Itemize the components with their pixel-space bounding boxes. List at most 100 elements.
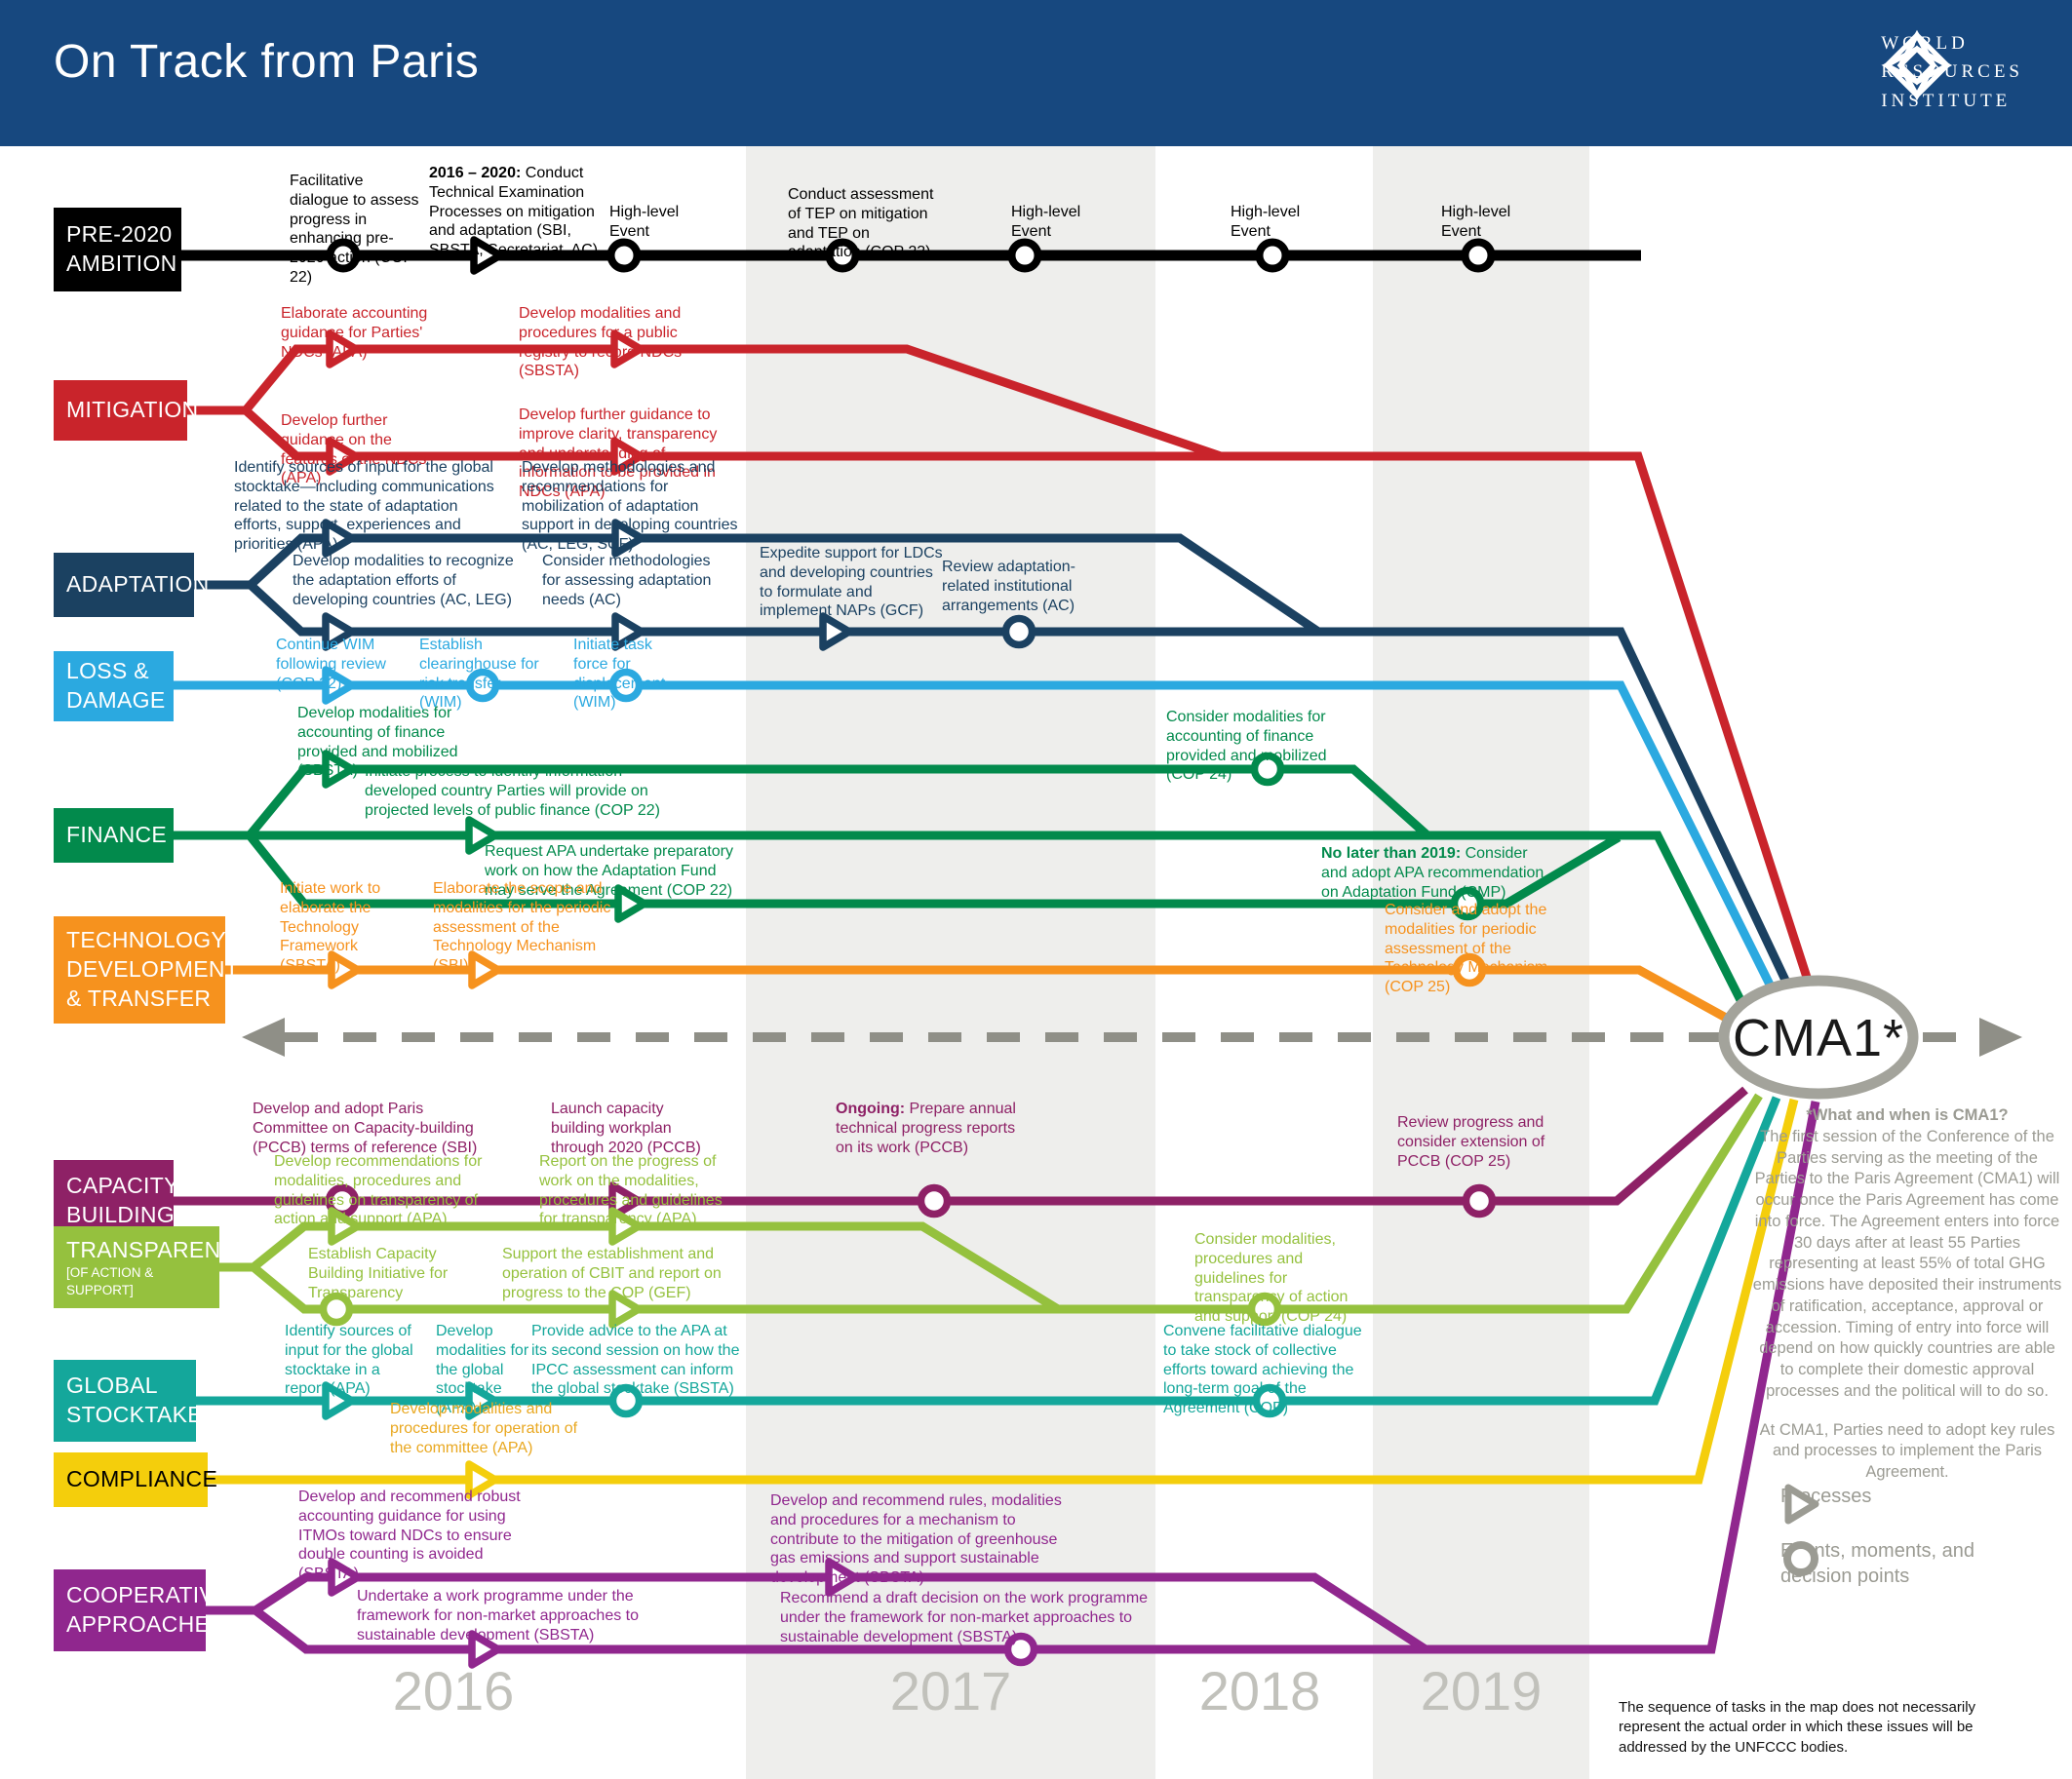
annotation: Initiate work to elaborate the Technolog… <box>280 880 381 975</box>
process-triangle <box>322 750 356 789</box>
cma1-explainer-heading: *What and when is CMA1? <box>1806 1106 2009 1124</box>
event-circle <box>917 1183 952 1218</box>
track-technology <box>224 950 1729 1022</box>
annotation: Initiate process to identify information… <box>365 763 660 819</box>
event-circle <box>1250 752 1285 787</box>
cma1-explainer: *What and when is CMA1? The first sessio… <box>1751 1105 2063 1484</box>
track-finance <box>174 750 1748 1009</box>
process-triangle <box>608 1181 643 1220</box>
year-2019: 2019 <box>1420 1660 1543 1721</box>
annotation: Launch capacity building workplan throug… <box>551 1101 701 1156</box>
process-triangle <box>468 950 502 989</box>
page-title: On Track from Paris <box>54 36 480 88</box>
row-label-technology: TECHNOLOGY DEVELOPMENT & TRANSFER <box>54 916 239 1024</box>
process-triangle-icon <box>1784 1484 1819 1525</box>
annotation: Undertake a work programme under the fra… <box>357 1588 640 1644</box>
wri-word-3: INSTITUTE <box>1881 90 2012 111</box>
annotation: Develop and recommend rules, modalities … <box>770 1492 1062 1587</box>
annotation: Elaborate the scope and modalities for t… <box>433 880 611 975</box>
annotation: Facilitative dialogue to assess progress… <box>290 173 419 287</box>
annotation: High-level Event <box>1011 204 1081 240</box>
annotation: Develop modalities for the global stockt… <box>436 1323 529 1417</box>
annotation: Convene facilitative dialogue to take st… <box>1163 1323 1362 1417</box>
process-triangle <box>322 1381 356 1420</box>
wri-logo: WORLD RESOURCES INSTITUTE <box>1881 29 2023 115</box>
process-triangle <box>611 519 645 558</box>
event-circle <box>1462 1183 1497 1218</box>
legend-processes: Processes <box>1780 1484 1871 1525</box>
track-mitigation <box>187 329 1817 994</box>
annotation: Ongoing: Prepare annual technical progre… <box>836 1101 1016 1156</box>
right-arrow-icon <box>1979 1018 2022 1057</box>
annotation: Report on the progress of work on the mo… <box>539 1153 723 1228</box>
event-circle <box>608 1383 644 1418</box>
event-circle <box>825 238 860 273</box>
event-circle <box>1001 614 1036 649</box>
annotation: Develop further guidance to improve clar… <box>519 406 718 501</box>
cma1-explainer-body: The first session of the Conference of t… <box>1752 1127 2062 1400</box>
annotation: Consider modalities for accounting of fi… <box>1166 709 1327 784</box>
year-band-2017 <box>746 146 1155 1779</box>
row-label-finance: FINANCE <box>54 808 174 863</box>
cma1-explainer-body2: At CMA1, Parties need to adopt key rules… <box>1759 1420 2055 1482</box>
annotation: Provide advice to the APA at its second … <box>531 1323 740 1398</box>
annotation: Consider modalities, procedures and guid… <box>1194 1231 1349 1326</box>
annotation: Establish clearinghouse for risk transfe… <box>419 637 539 712</box>
annotation: High-level Event <box>1231 204 1301 240</box>
annotation: Establish Capacity Building Initiative f… <box>308 1246 449 1301</box>
annotation: Initiate task force for displacement (WI… <box>573 637 666 712</box>
year-2017: 2017 <box>889 1660 1012 1721</box>
event-circle <box>1007 238 1042 273</box>
row-label-loss-and-damage: LOSS & DAMAGE <box>54 651 174 721</box>
event-circle <box>1003 1632 1038 1667</box>
track-loss-and-damage <box>174 666 1776 989</box>
event-circle <box>1255 238 1290 273</box>
process-triangle <box>819 612 853 651</box>
event-circle <box>1450 886 1485 921</box>
track-transparency <box>218 1093 1763 1329</box>
process-triangle <box>825 1558 859 1597</box>
row-label-compliance: COMPLIANCE <box>54 1452 217 1507</box>
process-triangle <box>608 1290 643 1329</box>
track-adaptation <box>194 519 1795 992</box>
annotation: Support the establishment and operation … <box>502 1246 722 1301</box>
annotation: Continue WIM following review (COP 22) <box>276 637 386 692</box>
process-triangle <box>328 950 362 989</box>
track-cooperative-approaches <box>205 1101 1820 1669</box>
row-label-mitigation: MITIGATION <box>54 380 198 441</box>
process-triangle <box>608 1207 643 1246</box>
row-label-global-stocktake: GLOBAL STOCKTAKE <box>54 1360 203 1442</box>
annotation: Review adaptation- related institutional… <box>942 559 1075 614</box>
process-triangle <box>322 519 356 558</box>
annotation: Develop modalities for accounting of fin… <box>297 705 458 780</box>
event-circle <box>1452 952 1487 987</box>
process-triangle <box>326 437 360 476</box>
process-triangle <box>470 236 504 275</box>
annotation: Identify sources of input for the global… <box>234 459 494 554</box>
wri-logo-icon <box>1881 29 1953 101</box>
annotation: Request APA undertake preparatory work o… <box>485 843 733 899</box>
event-circle <box>608 668 644 703</box>
event-circle <box>465 668 500 703</box>
event-circle <box>1252 1383 1287 1418</box>
annotation: Develop recommendations for modalities, … <box>274 1153 483 1228</box>
event-circle <box>1247 1292 1282 1327</box>
annotation: Recommend a draft decision on the work p… <box>780 1590 1149 1645</box>
annotation: Consider methodologies for assessing ada… <box>542 553 712 608</box>
annotation: Develop further guidance on the features… <box>281 412 427 487</box>
annotation: Elaborate accounting guidance for Partie… <box>281 305 428 361</box>
row-label-adaptation: ADAPTATION <box>54 553 209 617</box>
cma1-label: CMA1* <box>1732 1009 1905 1067</box>
row-label-cooperative-approaches: COOPERATIVE APPROACHES <box>54 1569 229 1651</box>
annotation: Develop and adopt Paris Committee on Cap… <box>253 1101 478 1156</box>
annotation: Develop methodologies and recommendation… <box>522 459 738 554</box>
track-capacity-building <box>174 1086 1748 1220</box>
process-triangle <box>611 612 645 651</box>
annotation: 2016 – 2020: Conduct Technical Examinati… <box>429 165 599 259</box>
process-triangle <box>610 329 645 368</box>
event-circle-icon <box>1783 1541 1818 1576</box>
left-arrow-icon <box>242 1018 285 1057</box>
year-2018: 2018 <box>1198 1660 1321 1721</box>
row-label-transparency: TRANSPARENCY [OF ACTION & SUPPORT] <box>54 1226 253 1308</box>
